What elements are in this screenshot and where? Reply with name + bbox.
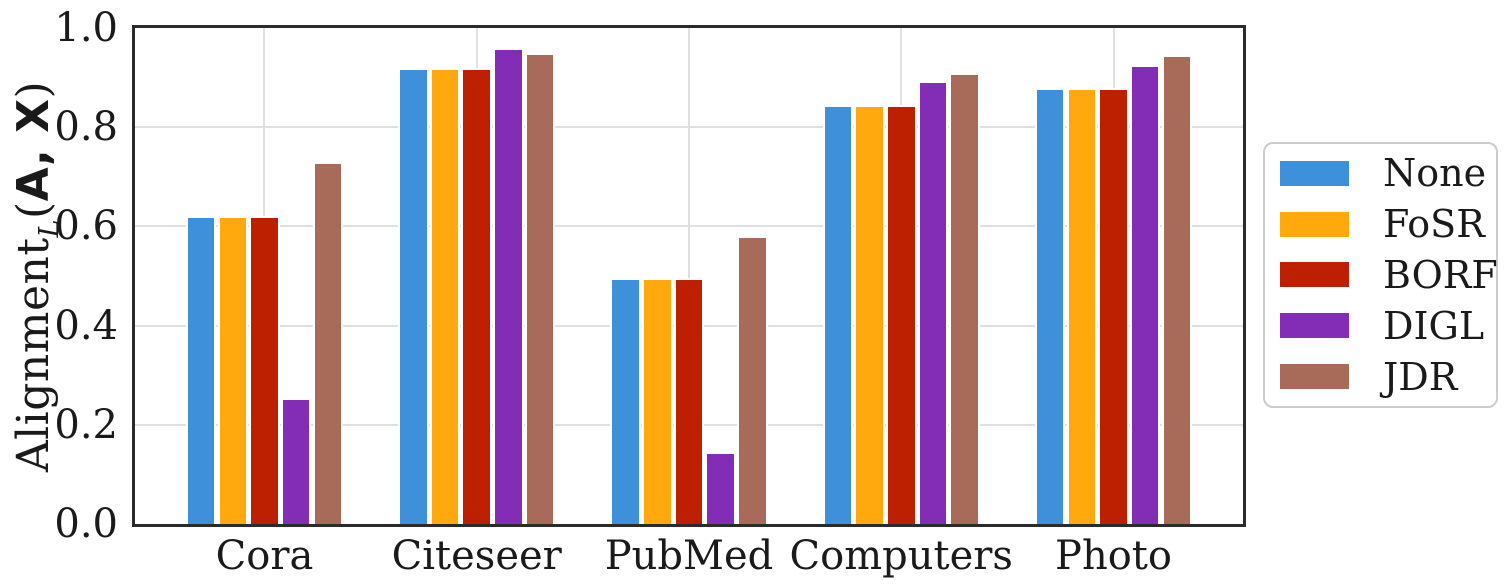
legend-swatch-none: [1280, 160, 1349, 186]
legend-label-borf: BORF: [1383, 252, 1498, 297]
bar-jdr-pubmed: [737, 236, 768, 524]
bar-none-pubmed: [610, 278, 641, 524]
legend-item-fosr: FoSR: [1265, 199, 1496, 249]
y-tick-label: 1.0: [54, 5, 118, 51]
bar-digl-cora: [280, 397, 312, 524]
bar-jdr-computers: [949, 72, 980, 524]
y-tick-label: 0.4: [54, 302, 118, 349]
bar-fosr-computers: [854, 104, 885, 524]
bar-fosr-citeseer: [429, 67, 461, 524]
bar-none-computers: [822, 104, 854, 524]
plot-inner: [135, 28, 1243, 524]
plot-area: [132, 25, 1246, 527]
bar-jdr-cora: [312, 161, 344, 524]
y-axis-label: AlignmentL(A, X): [2, 25, 66, 527]
bar-borf-citeseer: [461, 67, 492, 524]
bar-borf-cora: [249, 216, 280, 524]
bar-none-citeseer: [398, 67, 429, 524]
legend-item-jdr: JDR: [1265, 352, 1496, 402]
legend-label-jdr: JDR: [1383, 354, 1458, 399]
bar-digl-photo: [1129, 65, 1161, 524]
bar-borf-pubmed: [673, 278, 705, 524]
y-tick-label: 0.6: [54, 203, 118, 250]
bar-borf-computers: [886, 104, 917, 524]
legend-label-none: None: [1383, 151, 1487, 196]
bar-none-cora: [185, 216, 217, 524]
y-tick-label: 0.8: [54, 104, 118, 151]
bar-jdr-photo: [1161, 55, 1193, 524]
bar-fosr-photo: [1066, 87, 1098, 524]
bar-none-photo: [1034, 87, 1066, 524]
y-tick-label: 0.0: [54, 501, 118, 547]
x-tick-label-citeseer: Citeseer: [391, 533, 562, 579]
legend-item-borf: BORF: [1265, 250, 1498, 300]
legend-swatch-digl: [1280, 313, 1349, 339]
legend-swatch-borf: [1280, 262, 1349, 288]
x-tick-label-photo: Photo: [1055, 533, 1172, 579]
legend-swatch-fosr: [1280, 211, 1349, 237]
x-tick-label-pubmed: PubMed: [604, 533, 774, 579]
bar-jdr-citeseer: [524, 52, 556, 524]
bar-digl-pubmed: [705, 452, 736, 524]
bar-digl-computers: [917, 81, 949, 524]
legend-item-digl: DIGL: [1265, 301, 1496, 351]
legend-swatch-jdr: [1280, 364, 1349, 390]
x-tick-label-computers: Computers: [789, 533, 1013, 579]
legend-label-fosr: FoSR: [1383, 202, 1485, 247]
gridline-vertical: [688, 28, 690, 524]
legend-label-digl: DIGL: [1383, 303, 1485, 348]
bar-fosr-cora: [217, 216, 249, 524]
x-tick-label-cora: Cora: [215, 533, 314, 579]
bar-fosr-pubmed: [642, 278, 673, 524]
bar-digl-citeseer: [493, 47, 524, 524]
legend-item-none: None: [1265, 148, 1496, 198]
y-tick-label: 0.2: [54, 401, 118, 448]
legend: None FoSR BORF DIGL JDR: [1263, 142, 1498, 408]
bar-borf-photo: [1098, 87, 1129, 524]
